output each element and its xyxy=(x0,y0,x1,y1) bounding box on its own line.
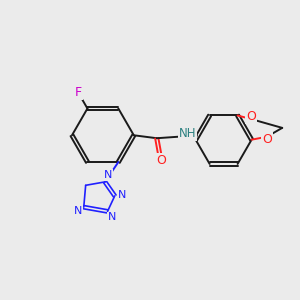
Text: O: O xyxy=(262,133,272,146)
Text: O: O xyxy=(246,110,256,123)
Text: N: N xyxy=(74,206,82,216)
Text: F: F xyxy=(75,86,82,99)
Text: N: N xyxy=(118,190,126,200)
Text: O: O xyxy=(156,154,166,167)
Text: N: N xyxy=(108,212,116,222)
Text: NH: NH xyxy=(178,127,196,140)
Text: N: N xyxy=(104,170,112,180)
